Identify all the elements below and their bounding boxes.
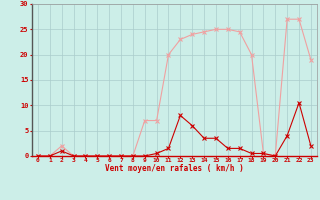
X-axis label: Vent moyen/en rafales ( km/h ): Vent moyen/en rafales ( km/h ): [105, 164, 244, 173]
